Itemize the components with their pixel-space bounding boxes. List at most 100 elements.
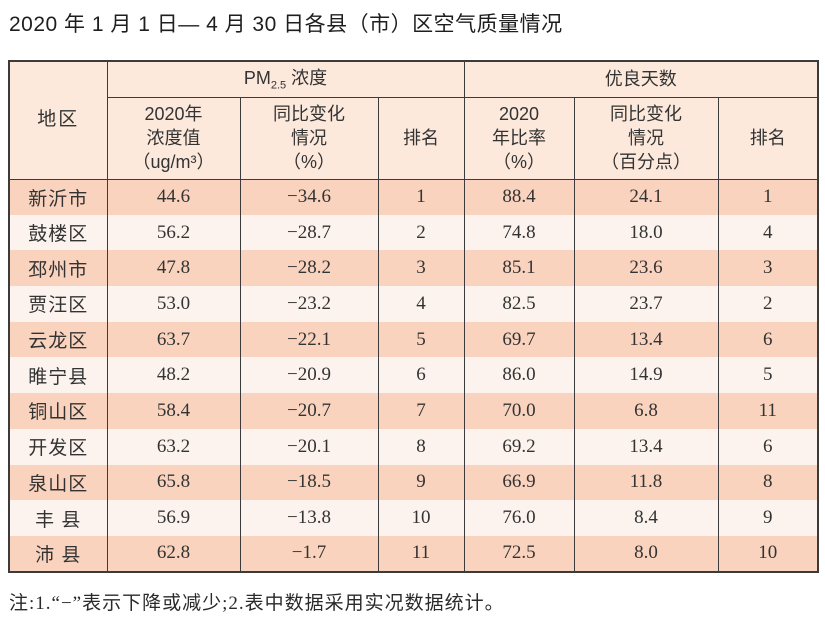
value-cell: 3 bbox=[377, 250, 465, 287]
value-cell: 44.6 bbox=[106, 179, 241, 215]
value-cell: −1.7 bbox=[239, 535, 379, 572]
value-cell: 18.0 bbox=[573, 214, 719, 251]
value-cell: 6 bbox=[717, 321, 819, 358]
region-cell: 开发区 bbox=[8, 428, 108, 465]
value-cell: −28.2 bbox=[239, 250, 379, 287]
value-cell: 63.2 bbox=[106, 428, 241, 465]
region-cell: 睢宁县 bbox=[8, 357, 108, 394]
value-cell: 62.8 bbox=[106, 535, 241, 572]
table-row: 睢宁县 48.2 −20.9 6 86.0 14.9 5 bbox=[8, 357, 819, 394]
value-cell: −18.5 bbox=[239, 464, 379, 501]
value-cell: 3 bbox=[717, 250, 819, 287]
table-row: 新沂市 44.6 −34.6 1 88.4 24.1 1 bbox=[8, 179, 819, 215]
value-cell: −20.1 bbox=[239, 428, 379, 465]
value-cell: 13.4 bbox=[573, 321, 719, 358]
table-row: 贾汪区 53.0 −23.2 4 82.5 23.7 2 bbox=[8, 286, 819, 322]
value-cell: 2 bbox=[377, 214, 465, 251]
column-header-good-change: 同比变化 情况 （百分点） bbox=[573, 97, 719, 180]
column-header-region: 地区 bbox=[8, 61, 108, 180]
value-cell: 74.8 bbox=[463, 214, 575, 251]
footnote: 注:1.“−”表示下降或减少;2.表中数据采用实况数据统计。 bbox=[9, 593, 505, 614]
table-row: 云龙区 63.7 −22.1 5 69.7 13.4 6 bbox=[8, 321, 819, 358]
region-cell: 云龙区 bbox=[8, 321, 108, 358]
value-cell: 7 bbox=[377, 393, 465, 429]
column-group-pm25: PM2.5 浓度 bbox=[106, 61, 465, 98]
value-cell: 4 bbox=[717, 214, 819, 251]
region-cell: 新沂市 bbox=[8, 179, 108, 215]
column-header-good-ratio: 2020 年比率 （%） bbox=[463, 97, 575, 180]
value-cell: 8 bbox=[377, 428, 465, 465]
value-cell: 65.8 bbox=[106, 464, 241, 501]
value-cell: 48.2 bbox=[106, 357, 241, 394]
region-cell: 邳州市 bbox=[8, 250, 108, 287]
value-cell: 24.1 bbox=[573, 179, 719, 215]
value-cell: 8 bbox=[717, 464, 819, 501]
table-row: 铜山区 58.4 −20.7 7 70.0 6.8 11 bbox=[8, 393, 819, 429]
table-row: 沛 县 62.8 −1.7 11 72.5 8.0 10 bbox=[8, 535, 819, 572]
value-cell: 11.8 bbox=[573, 464, 719, 501]
value-cell: 58.4 bbox=[106, 393, 241, 429]
value-cell: 85.1 bbox=[463, 250, 575, 287]
value-cell: 5 bbox=[377, 321, 465, 358]
value-cell: 1 bbox=[377, 179, 465, 215]
pm25-label-rest: 浓度 bbox=[286, 67, 328, 88]
value-cell: 4 bbox=[377, 286, 465, 322]
value-cell: 86.0 bbox=[463, 357, 575, 394]
value-cell: 14.9 bbox=[573, 357, 719, 394]
region-cell: 泉山区 bbox=[8, 464, 108, 501]
value-cell: −20.9 bbox=[239, 357, 379, 394]
value-cell: 1 bbox=[717, 179, 819, 215]
table-header: 地区 PM2.5 浓度 优良天数 2020年 浓度值 （ug/m³） 同比变化 … bbox=[8, 61, 819, 180]
table-row: 邳州市 47.8 −28.2 3 85.1 23.6 3 bbox=[8, 250, 819, 287]
table-row: 泉山区 65.8 −18.5 9 66.9 11.8 8 bbox=[8, 464, 819, 501]
value-cell: 66.9 bbox=[463, 464, 575, 501]
value-cell: 11 bbox=[717, 393, 819, 429]
value-cell: −34.6 bbox=[239, 179, 379, 215]
value-cell: 63.7 bbox=[106, 321, 241, 358]
value-cell: 6 bbox=[377, 357, 465, 394]
value-cell: 47.8 bbox=[106, 250, 241, 287]
value-cell: 2 bbox=[717, 286, 819, 322]
value-cell: 53.0 bbox=[106, 286, 241, 322]
table-row: 丰 县 56.9 −13.8 10 76.0 8.4 9 bbox=[8, 500, 819, 536]
value-cell: 13.4 bbox=[573, 428, 719, 465]
value-cell: 5 bbox=[717, 357, 819, 394]
column-header-pm-rank: 排名 bbox=[377, 97, 465, 180]
region-cell: 铜山区 bbox=[8, 393, 108, 429]
header-sub-row: 2020年 浓度值 （ug/m³） 同比变化 情况 （%） 排名 2020 年比… bbox=[9, 97, 819, 180]
value-cell: 70.0 bbox=[463, 393, 575, 429]
value-cell: 6.8 bbox=[573, 393, 719, 429]
column-header-pm-change: 同比变化 情况 （%） bbox=[239, 97, 379, 180]
column-group-good-days: 优良天数 bbox=[463, 61, 819, 98]
air-quality-table: 地区 PM2.5 浓度 优良天数 2020年 浓度值 （ug/m³） 同比变化 … bbox=[8, 60, 820, 573]
value-cell: 9 bbox=[717, 500, 819, 536]
value-cell: 6 bbox=[717, 428, 819, 465]
value-cell: 11 bbox=[377, 535, 465, 572]
column-header-pm-value: 2020年 浓度值 （ug/m³） bbox=[106, 97, 241, 180]
value-cell: 10 bbox=[377, 500, 465, 536]
region-cell: 贾汪区 bbox=[8, 286, 108, 322]
value-cell: −23.2 bbox=[239, 286, 379, 322]
region-cell: 鼓楼区 bbox=[8, 214, 108, 251]
value-cell: −28.7 bbox=[239, 214, 379, 251]
value-cell: 10 bbox=[717, 535, 819, 572]
value-cell: 56.2 bbox=[106, 214, 241, 251]
column-header-good-rank: 排名 bbox=[717, 97, 819, 180]
table-body: 新沂市 44.6 −34.6 1 88.4 24.1 1 鼓楼区 56.2 −28.7 2 74.8 1… bbox=[8, 179, 819, 572]
value-cell: −22.1 bbox=[239, 321, 379, 358]
value-cell: 82.5 bbox=[463, 286, 575, 322]
value-cell: 8.4 bbox=[573, 500, 719, 536]
region-cell: 沛 县 bbox=[8, 535, 108, 572]
pm25-label-base: PM bbox=[243, 67, 271, 88]
value-cell: 76.0 bbox=[463, 500, 575, 536]
table-row: 开发区 63.2 −20.1 8 69.2 13.4 6 bbox=[8, 428, 819, 465]
value-cell: 8.0 bbox=[573, 535, 719, 572]
pm25-label-subscript: 2.5 bbox=[270, 79, 287, 92]
table-row: 鼓楼区 56.2 −28.7 2 74.8 18.0 4 bbox=[8, 214, 819, 251]
value-cell: 69.7 bbox=[463, 321, 575, 358]
value-cell: 72.5 bbox=[463, 535, 575, 572]
value-cell: 56.9 bbox=[106, 500, 241, 536]
value-cell: −20.7 bbox=[239, 393, 379, 429]
value-cell: 9 bbox=[377, 464, 465, 501]
header-group-row: 地区 PM2.5 浓度 优良天数 bbox=[8, 61, 819, 180]
